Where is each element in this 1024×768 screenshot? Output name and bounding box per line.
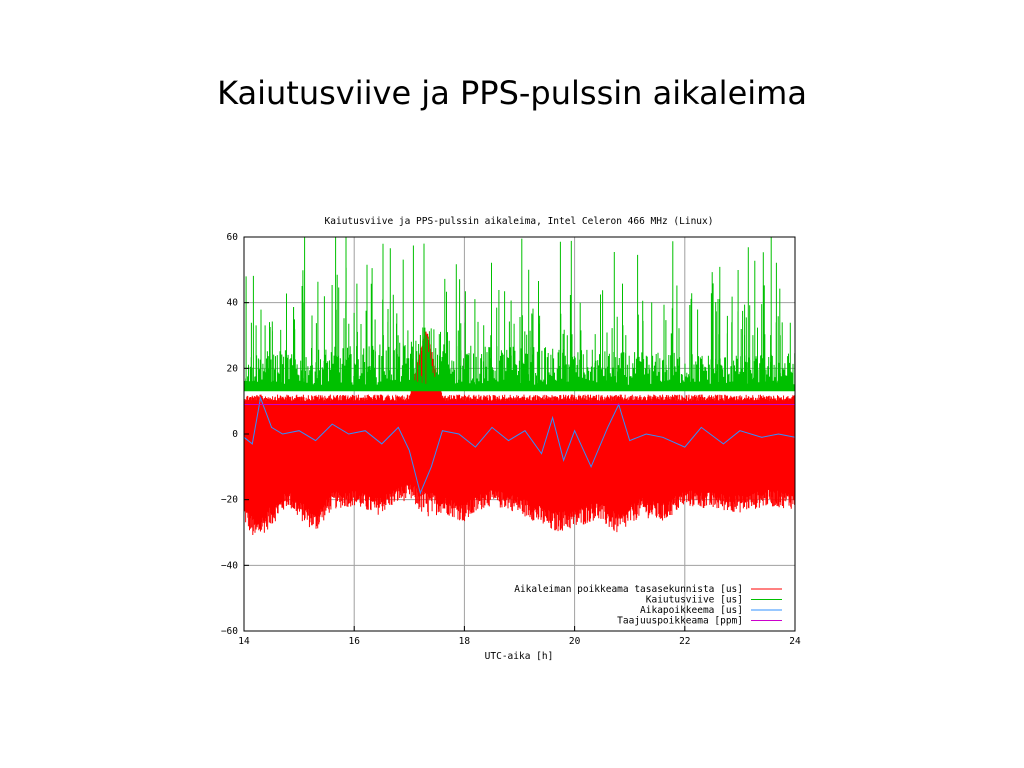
x-axis-label: UTC-aika [h] bbox=[485, 651, 554, 662]
y-tick-label: 60 bbox=[227, 232, 239, 243]
y-tick-label: 20 bbox=[227, 363, 239, 374]
x-tick-label: 24 bbox=[789, 636, 801, 647]
legend-label: Aikapoikkeema [us] bbox=[640, 605, 743, 616]
y-tick-label: 0 bbox=[232, 429, 238, 440]
slide-title: Kaiutusviive ja PPS-pulssin aikaleima bbox=[217, 74, 807, 112]
legend-label: Aikaleiman poikkeama tasasekunnista [us] bbox=[514, 584, 743, 595]
chart-series bbox=[243, 237, 796, 535]
series-time-offset bbox=[243, 396, 796, 495]
y-tick-label: 40 bbox=[227, 298, 239, 309]
series-echo-delay bbox=[243, 237, 796, 392]
legend-label: Kaiutusviive [us] bbox=[646, 595, 743, 606]
x-tick-label: 22 bbox=[679, 636, 690, 647]
x-tick-label: 14 bbox=[238, 636, 250, 647]
y-tick-label: −20 bbox=[221, 495, 238, 506]
x-tick-label: 20 bbox=[569, 636, 581, 647]
y-tick-label: −60 bbox=[221, 626, 238, 637]
chart-legend: Aikaleiman poikkeama tasasekunnista [us]… bbox=[514, 584, 782, 627]
y-tick-label: −40 bbox=[221, 560, 238, 571]
chart-ticks: −60 −40 −20 0 20 40 60 14 16 18 20 22 24 bbox=[221, 232, 801, 647]
legend-label: Taajuuspoikkeama [ppm] bbox=[617, 616, 743, 627]
x-tick-label: 18 bbox=[459, 636, 471, 647]
x-tick-label: 16 bbox=[348, 636, 360, 647]
chart-title: Kaiutusviive ja PPS-pulssin aikaleima, I… bbox=[325, 216, 714, 227]
